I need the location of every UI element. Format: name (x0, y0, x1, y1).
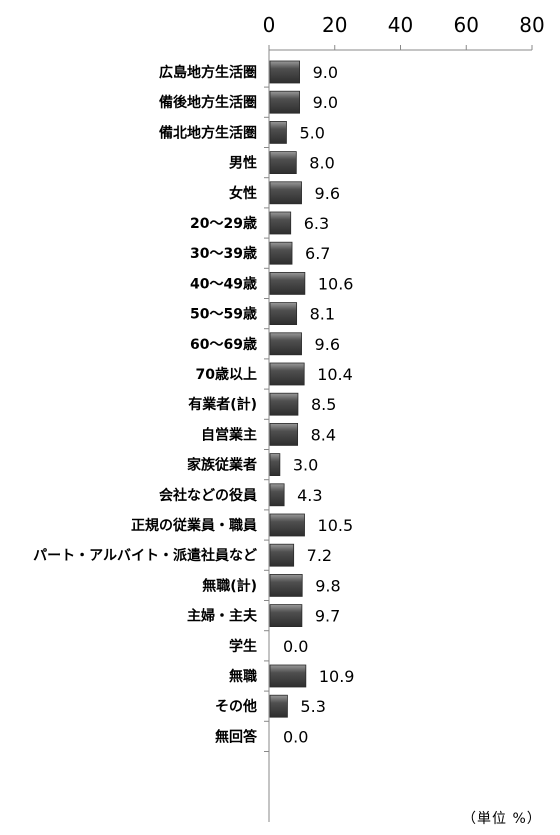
category-label: 無職(計) (202, 577, 257, 594)
bar (269, 271, 306, 295)
bar (269, 211, 292, 235)
category-label: 有業者(計) (188, 396, 257, 413)
bar (269, 422, 299, 446)
category-label: 備北地方生活圏 (159, 124, 257, 141)
value-label: 9.6 (315, 335, 340, 354)
value-label: 3.0 (293, 456, 318, 475)
x-tick-label: 20 (322, 13, 347, 37)
value-label: 9.0 (313, 63, 338, 82)
bar (269, 574, 303, 597)
category-label: 50～59歳 (190, 306, 257, 323)
category-label: 会社などの役員 (159, 487, 257, 504)
bar (269, 362, 305, 386)
bar (269, 332, 302, 356)
bar (269, 483, 285, 507)
value-label: 0.0 (283, 637, 308, 656)
category-label: その他 (215, 698, 257, 715)
x-tick-label: 0 (263, 13, 276, 37)
bar (269, 60, 300, 84)
category-label: 無職 (229, 668, 257, 685)
category-label: 学生 (229, 638, 257, 655)
category-label: 無回答 (215, 728, 258, 745)
category-label: 自営業主 (201, 426, 257, 443)
bar (269, 543, 295, 567)
unit-label: （単位 %） (462, 811, 542, 827)
bar (269, 604, 303, 627)
x-tick-label: 40 (388, 13, 413, 37)
value-label: 8.5 (311, 395, 336, 414)
category-label: 広島地方生活圏 (159, 64, 257, 81)
value-label: 10.6 (318, 274, 354, 293)
category-label: 女性 (229, 185, 257, 202)
bar (269, 664, 307, 688)
bar (269, 513, 305, 537)
category-label: 40～49歳 (190, 275, 257, 292)
value-label: 7.2 (307, 546, 332, 565)
value-label: 9.7 (315, 607, 340, 626)
category-label: 主婦・主夫 (187, 608, 258, 625)
bar (269, 392, 299, 416)
value-label: 0.0 (283, 727, 308, 746)
value-label: 10.5 (318, 516, 354, 535)
category-label: 70歳以上 (196, 366, 257, 383)
value-label: 4.3 (297, 486, 322, 505)
value-label: 9.0 (313, 93, 338, 112)
bar (269, 453, 281, 477)
bar (269, 302, 298, 326)
bar (269, 241, 293, 265)
category-label: 30～39歳 (190, 245, 257, 262)
bar (269, 90, 300, 114)
x-tick-label: 60 (454, 13, 479, 37)
value-label: 5.0 (299, 123, 324, 142)
bar (269, 181, 302, 205)
bar (269, 121, 287, 144)
value-label: 6.3 (304, 214, 329, 233)
value-label: 9.6 (315, 184, 340, 203)
x-tick-label: 80 (519, 13, 544, 37)
category-label: パート・アルバイト・派遣社員など (33, 547, 257, 564)
category-label: 20～29歳 (190, 215, 257, 232)
value-label: 8.4 (311, 425, 336, 444)
category-label: 男性 (229, 155, 257, 172)
value-label: 10.4 (317, 365, 353, 384)
value-label: 8.0 (309, 154, 334, 173)
value-label: 6.7 (305, 244, 330, 263)
value-label: 9.8 (315, 576, 340, 595)
category-label: 備後地方生活圏 (159, 94, 257, 111)
bar (269, 694, 288, 718)
category-label: 正規の従業員・職員 (131, 517, 257, 534)
value-label: 8.1 (310, 305, 335, 324)
bar (269, 151, 297, 175)
category-label: 家族従業者 (187, 457, 257, 474)
category-label: 60～69歳 (190, 336, 257, 353)
value-label: 5.3 (300, 697, 325, 716)
value-label: 10.9 (319, 667, 355, 686)
